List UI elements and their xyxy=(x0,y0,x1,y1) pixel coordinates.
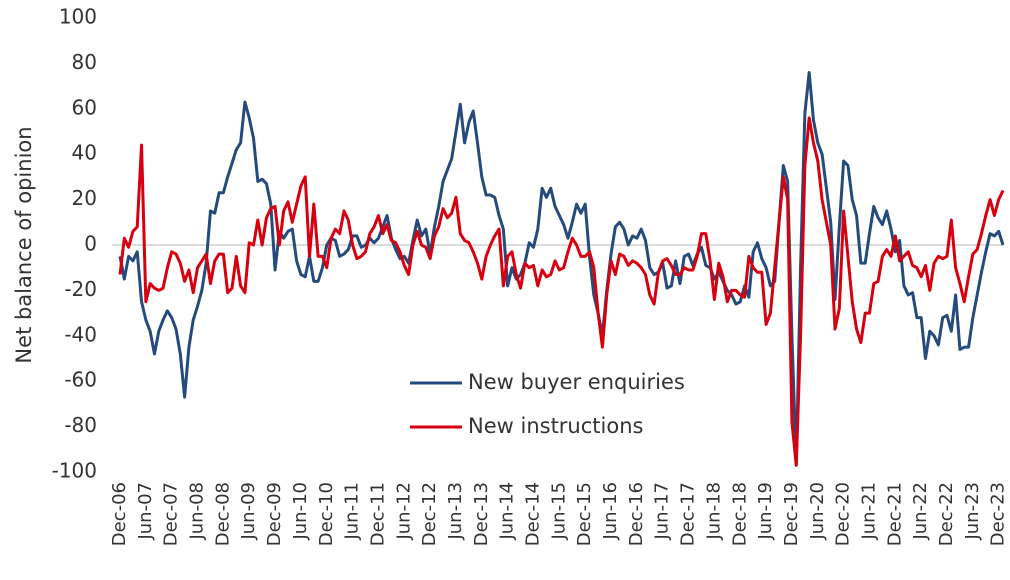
y-axis-label: Net balance of opinion xyxy=(12,126,36,363)
x-tick-label: Jun-15 xyxy=(548,482,569,541)
x-tick-label: Dec-17 xyxy=(678,482,699,546)
x-tick-label: Jun-21 xyxy=(858,482,879,541)
x-tick-label: Jun-23 xyxy=(962,482,983,541)
x-tick-label: Jun-13 xyxy=(445,482,466,541)
y-tick-label: -100 xyxy=(52,459,97,483)
x-tick-label: Jun-22 xyxy=(910,482,931,541)
x-tick-label: Jun-18 xyxy=(703,482,724,541)
x-tick-label: Dec-11 xyxy=(367,482,388,546)
x-tick-label: Dec-16 xyxy=(626,482,647,546)
x-tick-label: Jun-14 xyxy=(497,482,518,541)
x-tick-label: Dec-10 xyxy=(316,482,337,546)
y-tick-label: 60 xyxy=(72,95,97,119)
x-tick-label: Dec-19 xyxy=(781,482,802,546)
y-tick-label: -80 xyxy=(64,413,97,437)
x-tick-label: Jun-08 xyxy=(187,482,208,541)
x-tick-label: Jun-17 xyxy=(652,482,673,541)
x-tick-label: Dec-07 xyxy=(161,482,182,546)
legend-label: New buyer enquiries xyxy=(468,370,685,394)
x-tick-label: Dec-13 xyxy=(471,482,492,546)
x-tick-label: Jun-11 xyxy=(342,482,363,541)
series-line xyxy=(118,116,1005,467)
x-tick-label: Dec-12 xyxy=(419,482,440,546)
y-tick-label: 100 xyxy=(59,5,97,29)
x-tick-label: Dec-23 xyxy=(988,482,1009,546)
y-tick-label: -60 xyxy=(64,368,97,392)
y-tick-label: 0 xyxy=(84,232,97,256)
x-tick-label: Jun-16 xyxy=(600,482,621,541)
x-tick-label: Dec-21 xyxy=(884,482,905,546)
x-tick-label: Dec-15 xyxy=(574,482,595,546)
y-tick-label: 20 xyxy=(72,186,97,210)
x-tick-label: Jun-09 xyxy=(238,482,259,541)
x-tick-label: Jun-20 xyxy=(807,482,828,541)
y-tick-label: -40 xyxy=(64,322,97,346)
y-tick-label: 40 xyxy=(72,141,97,165)
x-tick-label: Dec-08 xyxy=(212,482,233,546)
x-tick-label: Jun-19 xyxy=(755,482,776,541)
x-tick-label: Dec-20 xyxy=(833,482,854,546)
x-tick-label: Dec-18 xyxy=(729,482,750,546)
x-tick-label: Dec-09 xyxy=(264,482,285,546)
series-line xyxy=(118,70,1005,467)
x-tick-label: Jun-12 xyxy=(393,482,414,541)
x-tick-label: Dec-14 xyxy=(523,482,544,546)
y-tick-label: 80 xyxy=(72,50,97,74)
x-tick-label: Jun-07 xyxy=(135,482,156,541)
x-tick-label: Dec-06 xyxy=(109,482,130,546)
legend-label: New instructions xyxy=(468,414,643,438)
x-tick-label: Jun-10 xyxy=(290,482,311,541)
x-tick-label: Dec-22 xyxy=(936,482,957,546)
y-tick-label: -20 xyxy=(64,277,97,301)
